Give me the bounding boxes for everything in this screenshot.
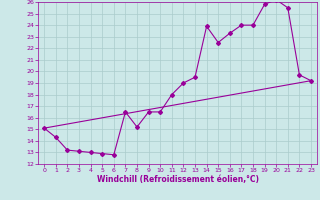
X-axis label: Windchill (Refroidissement éolien,°C): Windchill (Refroidissement éolien,°C) xyxy=(97,175,259,184)
